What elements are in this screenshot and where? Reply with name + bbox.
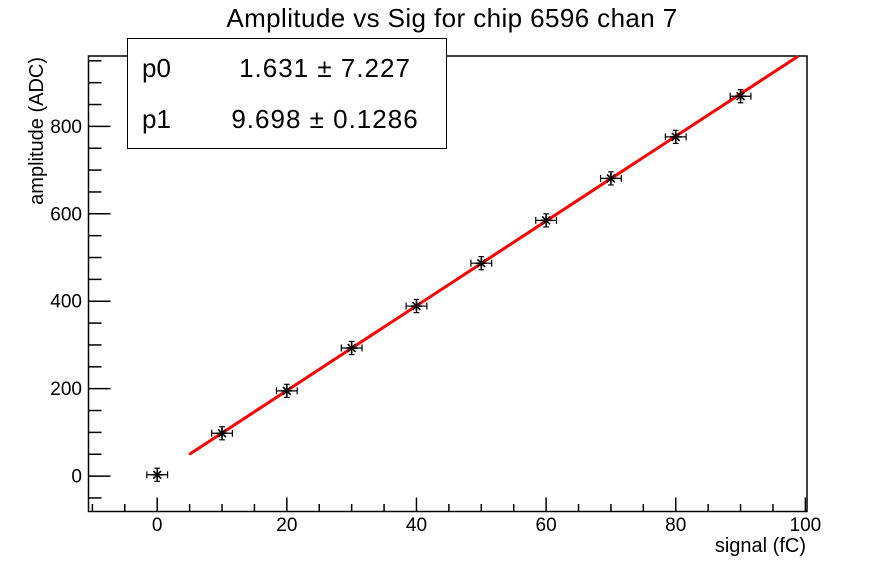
data-point <box>275 383 298 399</box>
svg-text:0: 0 <box>152 515 163 536</box>
svg-text:80: 80 <box>665 515 686 536</box>
plot-frame <box>87 55 808 513</box>
svg-text:40: 40 <box>406 515 427 536</box>
svg-text:100: 100 <box>790 515 822 536</box>
data-point <box>405 298 428 314</box>
x-tick-labels: 0 20 40 60 80 100 <box>152 515 821 536</box>
svg-text:600: 600 <box>50 204 82 225</box>
data-point <box>664 129 687 145</box>
y-axis-title: amplitude (ADC) <box>26 57 48 205</box>
svg-text:20: 20 <box>276 515 297 536</box>
data-point <box>729 89 752 104</box>
stat-p0-value: 1.631 ± 7.227 <box>239 52 411 83</box>
data-point <box>470 256 493 271</box>
data-point <box>535 213 558 228</box>
data-point <box>599 171 622 186</box>
chart-layer: 0 20 40 60 80 100 0 200 400 600 800 <box>50 55 821 536</box>
y-tick-labels: 0 200 400 600 800 <box>50 117 82 488</box>
x-axis-title: signal (fC) <box>715 535 806 557</box>
svg-text:200: 200 <box>50 379 82 400</box>
y-axis-ticks <box>88 60 111 499</box>
svg-text:800: 800 <box>50 117 82 138</box>
stat-p1-label: p1 <box>142 104 171 135</box>
chart-title: Amplitude vs Sig for chip 6596 chan 7 <box>226 3 678 33</box>
svg-text:400: 400 <box>50 292 82 313</box>
x-axis-ticks <box>91 497 807 512</box>
data-point <box>340 340 363 356</box>
fit-line <box>188 55 799 456</box>
stat-p1-value: 9.698 ± 0.1286 <box>231 104 419 135</box>
stat-row-p0: p0 1.631 ± 7.227 <box>128 55 446 81</box>
data-point <box>146 467 169 482</box>
data-point <box>211 426 233 441</box>
fit-stats-box: p0 1.631 ± 7.227 p1 9.698 ± 0.1286 <box>127 38 447 149</box>
svg-text:0: 0 <box>71 467 82 488</box>
stat-p0-label: p0 <box>142 52 171 83</box>
data-points <box>146 89 752 482</box>
stat-row-p1: p1 9.698 ± 0.1286 <box>128 106 446 132</box>
svg-text:60: 60 <box>536 515 557 536</box>
